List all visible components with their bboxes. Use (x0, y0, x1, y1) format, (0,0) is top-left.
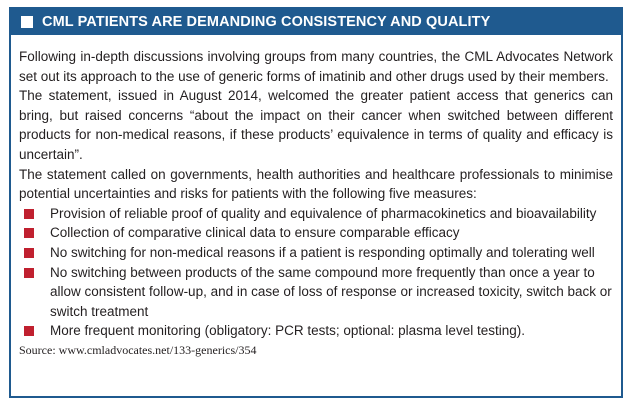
red-square-bullet-icon (24, 228, 34, 239)
box-content: Following in-depth discussions involving… (19, 47, 613, 358)
measures-list: Provision of reliable proof of quality a… (19, 204, 613, 341)
red-square-bullet-icon (24, 267, 34, 278)
list-item: Collection of comparative clinical data … (19, 223, 613, 243)
header-square-icon (21, 16, 33, 28)
paragraph-intro: Following in-depth discussions involving… (19, 49, 613, 84)
list-item: Provision of reliable proof of quality a… (19, 204, 613, 224)
info-box: CML PATIENTS ARE DEMANDING CONSISTENCY A… (9, 7, 623, 398)
list-item: No switching between products of the sam… (19, 263, 613, 322)
list-item-text: Provision of reliable proof of quality a… (50, 205, 597, 221)
list-item-text: No switching between products of the sam… (50, 264, 612, 319)
box-title: CML PATIENTS ARE DEMANDING CONSISTENCY A… (42, 14, 491, 30)
list-item: More frequent monitoring (obligatory: PC… (19, 321, 613, 341)
box-header: CML PATIENTS ARE DEMANDING CONSISTENCY A… (11, 9, 621, 35)
red-square-bullet-icon (24, 247, 34, 258)
red-square-bullet-icon (24, 208, 34, 219)
list-item: No switching for non-medical reasons if … (19, 243, 613, 263)
source-citation: Source: www.cmladvocates.net/133-generic… (19, 342, 257, 357)
list-item-text: No switching for non-medical reasons if … (50, 244, 595, 260)
paragraph-measures: The statement called on governments, hea… (19, 166, 613, 202)
list-item-text: More frequent monitoring (obligatory: PC… (50, 323, 525, 339)
paragraph-statement: The statement, issued in August 2014, we… (19, 88, 613, 162)
red-square-bullet-icon (24, 326, 34, 337)
list-item-text: Collection of comparative clinical data … (50, 225, 460, 241)
